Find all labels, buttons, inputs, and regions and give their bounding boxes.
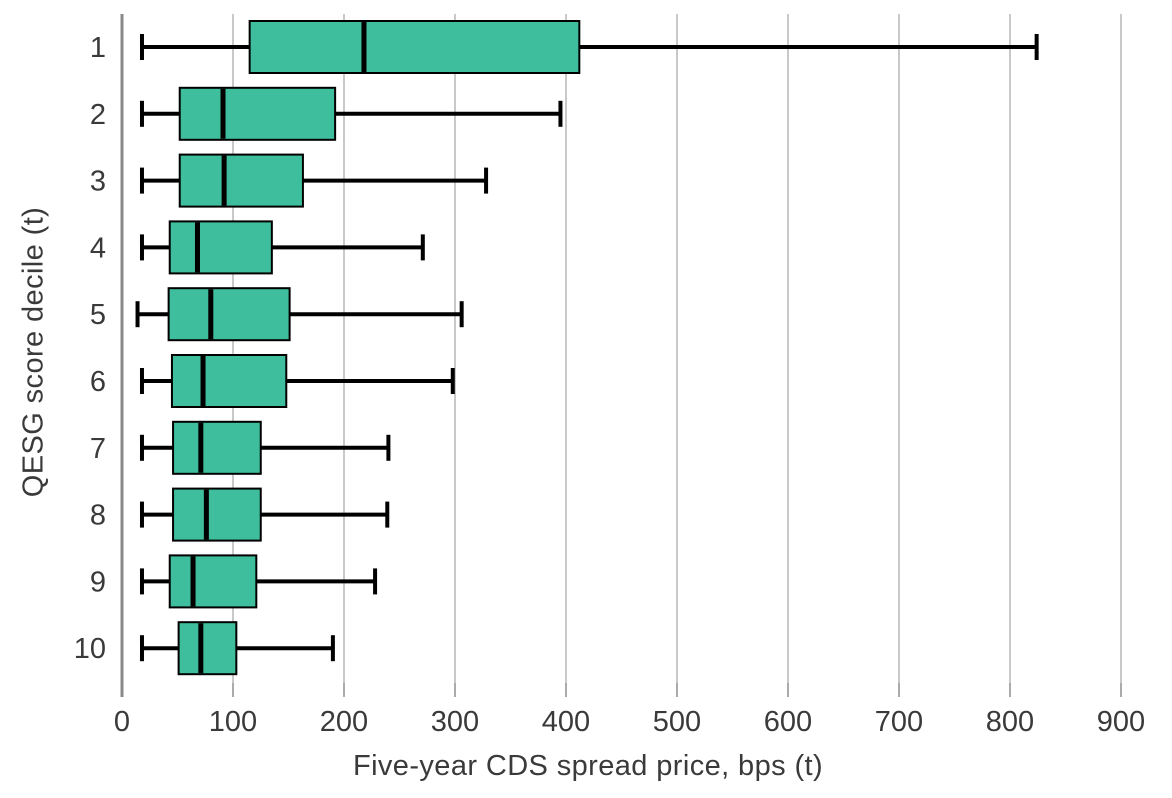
y-tick-label-8: 8 <box>90 500 106 532</box>
x-tick-label-800: 800 <box>986 706 1034 738</box>
box-row-decile-2 <box>139 86 563 141</box>
y-tick-label-3: 3 <box>90 166 106 198</box>
box-row-decile-7 <box>139 420 391 475</box>
y-tick-label-1: 1 <box>90 32 106 64</box>
x-tick-label-300: 300 <box>431 706 479 738</box>
x-tick-label-900: 900 <box>1097 706 1145 738</box>
y-tick-label-7: 7 <box>90 433 106 465</box>
iqr-box <box>178 86 337 141</box>
y-axis-title: QESG score decile (t) <box>17 206 50 498</box>
y-tick-label-6: 6 <box>90 366 106 398</box>
y-tick-label-4: 4 <box>90 232 106 264</box>
x-tick-label-400: 400 <box>542 706 590 738</box>
box-row-decile-1 <box>139 20 1039 74</box>
box-row-decile-10 <box>139 621 335 676</box>
box-row-decile-3 <box>139 153 489 208</box>
x-tick-label-0: 0 <box>114 706 130 738</box>
box-row-decile-5 <box>135 287 464 342</box>
box-row-decile-9 <box>139 554 378 609</box>
iqr-box <box>248 20 581 74</box>
iqr-box <box>168 220 273 275</box>
iqr-box <box>167 287 291 342</box>
box-row-decile-6 <box>139 354 455 408</box>
y-tick-label-2: 2 <box>90 99 106 131</box>
x-tick-label-200: 200 <box>320 706 368 738</box>
iqr-box <box>168 554 258 609</box>
iqr-box <box>172 420 262 475</box>
x-tick-label-500: 500 <box>653 706 701 738</box>
y-tick-label-9: 9 <box>90 566 106 598</box>
x-axis-title: Five-year CDS spread price, bps (t) <box>352 750 824 782</box>
x-tick-label-700: 700 <box>875 706 923 738</box>
box-row-decile-8 <box>139 487 390 542</box>
x-tick-label-100: 100 <box>209 706 257 738</box>
y-tick-label-10: 10 <box>74 633 106 665</box>
iqr-box <box>178 153 304 208</box>
iqr-box <box>172 487 262 542</box>
box-row-decile-4 <box>139 220 425 275</box>
y-tick-label-5: 5 <box>90 299 106 331</box>
iqr-box <box>170 354 288 408</box>
iqr-box <box>177 621 238 676</box>
x-tick-label-600: 600 <box>764 706 812 738</box>
